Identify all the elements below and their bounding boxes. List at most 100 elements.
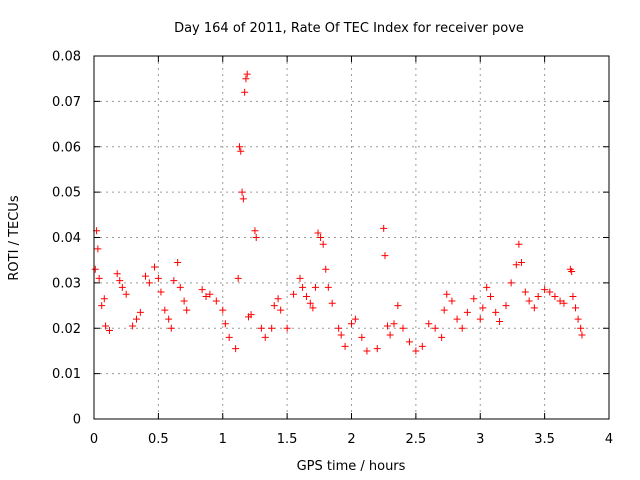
data-point (151, 263, 159, 271)
data-point (351, 315, 359, 323)
data-point (541, 286, 549, 294)
data-point (525, 297, 533, 305)
data-point (507, 279, 515, 287)
data-point (399, 324, 407, 332)
data-point (394, 302, 402, 310)
y-tick-label: 0.01 (52, 367, 81, 382)
data-point (225, 333, 233, 341)
data-point (170, 277, 178, 285)
data-point (341, 342, 349, 350)
data-point (487, 292, 495, 300)
data-point (521, 288, 529, 296)
data-point (358, 333, 366, 341)
data-point (574, 315, 582, 323)
data-point (132, 315, 140, 323)
data-point (578, 331, 586, 339)
data-point (568, 268, 576, 276)
data-point (270, 302, 278, 310)
data-point (479, 304, 487, 312)
x-tick-label: 2.5 (406, 432, 427, 447)
data-point (274, 295, 282, 303)
data-point (122, 290, 130, 298)
data-point (453, 315, 461, 323)
y-tick-label: 0.06 (52, 140, 81, 155)
data-point (483, 283, 491, 291)
data-point (221, 320, 229, 328)
data-point (241, 88, 249, 96)
data-point (381, 252, 389, 260)
data-point (317, 234, 325, 241)
x-tick-label: 3 (476, 432, 484, 447)
data-point (136, 308, 144, 316)
data-point (174, 258, 182, 266)
data-point (319, 240, 327, 248)
data-point (94, 245, 102, 253)
data-point (363, 347, 371, 355)
data-point (390, 320, 398, 328)
x-tick-label: 0.5 (148, 432, 169, 447)
data-point (98, 302, 106, 310)
chart-title: Day 164 of 2011, Rate Of TEC Index for r… (174, 21, 524, 36)
data-point (206, 290, 214, 298)
data-point (180, 297, 188, 305)
data-point (252, 234, 260, 241)
data-point (235, 143, 243, 151)
y-tick-label: 0.05 (52, 186, 81, 201)
data-point (306, 299, 314, 307)
data-point (261, 333, 269, 341)
data-point (219, 306, 227, 314)
data-point (348, 320, 355, 328)
x-tick-label: 0 (90, 432, 98, 447)
data-point (277, 306, 285, 314)
data-point (302, 292, 310, 300)
data-point (534, 292, 542, 300)
tick-layer (93, 55, 610, 420)
data-point (314, 229, 322, 237)
data-point (311, 283, 319, 291)
data-point (324, 283, 332, 291)
data-point (212, 297, 220, 305)
data-point (232, 345, 240, 353)
y-tick-labels: 0 0.01 0.02 0.03 0.04 0.05 0.06 0.07 0.08 (52, 50, 81, 428)
data-point (463, 308, 471, 316)
data-point (337, 331, 345, 339)
data-point (176, 283, 184, 291)
data-point (268, 324, 276, 332)
data-point (502, 302, 510, 310)
data-point (517, 258, 525, 266)
data-point (515, 240, 523, 248)
data-point (154, 274, 162, 282)
data-point (373, 345, 381, 353)
y-axis-label: ROTI / TECUs (7, 195, 22, 280)
data-point (438, 333, 446, 341)
data-point (91, 265, 99, 273)
data-point (443, 290, 451, 298)
data-point (569, 292, 577, 300)
data-point (560, 299, 568, 307)
data-point (322, 265, 330, 273)
data-point (577, 324, 585, 332)
data-point (380, 224, 388, 232)
data-point (243, 70, 251, 78)
data-point (183, 306, 191, 314)
data-point (238, 188, 246, 196)
data-point (113, 270, 121, 278)
data-point (299, 283, 307, 291)
x-tick-label: 2 (347, 432, 355, 447)
data-point (384, 322, 392, 330)
data-point (251, 227, 259, 235)
data-point (283, 324, 291, 332)
data-point (328, 299, 336, 307)
x-tick-label: 1.5 (277, 432, 298, 447)
data-point (551, 292, 559, 300)
data-point (496, 317, 504, 325)
x-tick-label: 4 (605, 432, 613, 447)
data-point (165, 315, 173, 323)
y-tick-label: 0.02 (52, 322, 81, 337)
y-tick-label: 0.04 (52, 231, 81, 246)
x-tick-label: 1 (219, 432, 227, 447)
x-tick-label: 3.5 (534, 432, 555, 447)
data-point (572, 304, 580, 312)
x-tick-labels: 0 0.5 1 1.5 2 2.5 3 3.5 4 (90, 432, 613, 447)
data-point (100, 295, 108, 303)
